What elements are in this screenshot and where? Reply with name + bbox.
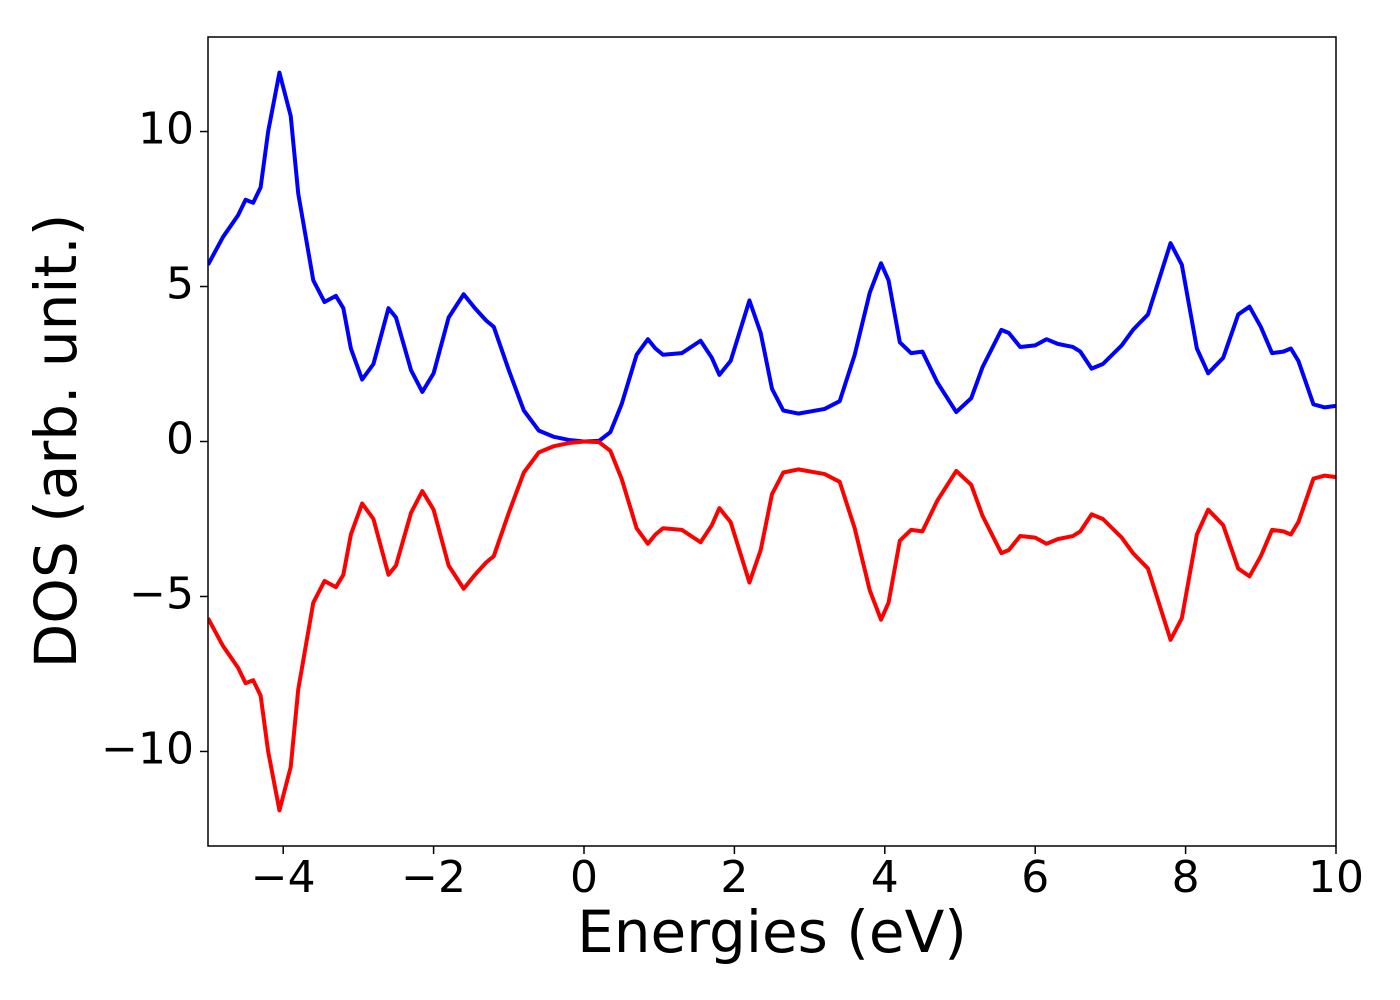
x-tick-label: 10 [1308,852,1364,903]
dos-line [208,70,1336,444]
y-tick-label: 0 [166,414,194,465]
x-tick-label: 6 [1021,852,1049,903]
x-tick-label: 8 [1172,852,1200,903]
x-tick-label: −4 [251,852,316,903]
x-tick-label: 0 [570,852,598,903]
y-tick-label: 10 [138,104,194,155]
x-axis-label: Energies (eV) [577,898,967,966]
y-tick-label: −10 [101,723,194,774]
x-tick-label: 2 [720,852,748,903]
x-tick-label: 4 [871,852,899,903]
y-axis-label: DOS (arb. unit.) [22,214,90,669]
y-tick-label: 5 [166,259,194,310]
dos-line [208,439,1336,813]
plot-frame [207,36,1337,847]
y-tick-label: −5 [129,568,194,619]
x-tick-label: −2 [401,852,466,903]
